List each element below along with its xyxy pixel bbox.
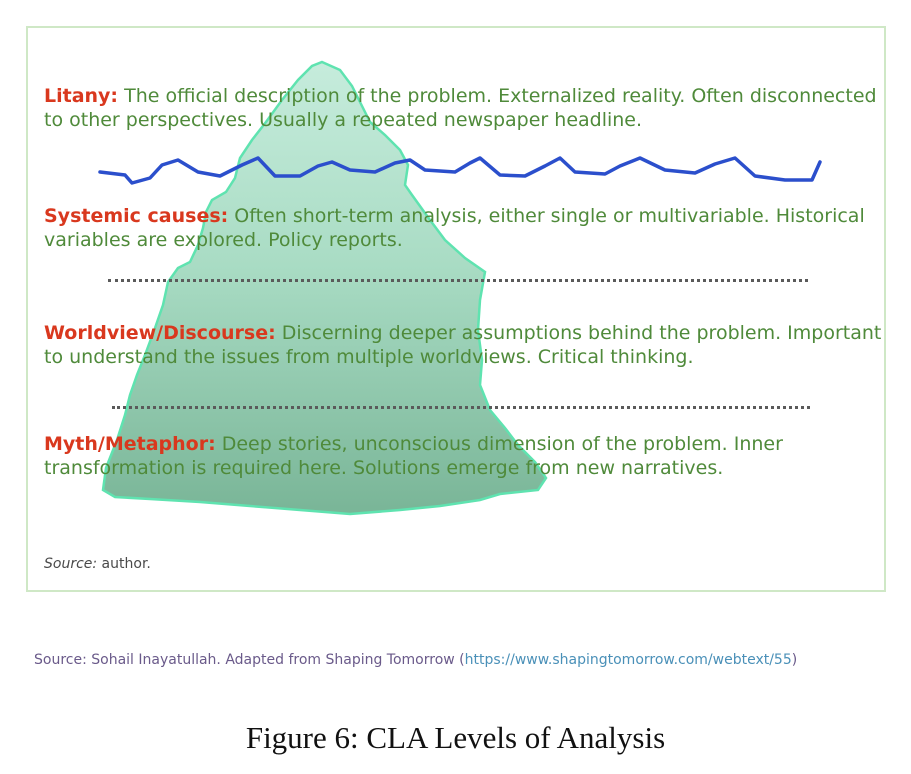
figure-caption: Figure 6: CLA Levels of Analysis	[245, 720, 666, 755]
dotted-divider	[108, 279, 808, 282]
source-value: author.	[97, 556, 151, 572]
source-label: Source:	[44, 556, 98, 572]
layer-description: Often short-term analysis, either single…	[44, 205, 865, 251]
layer-description: The official description of the problem.…	[44, 85, 877, 131]
layer-heading: Myth/Metaphor:	[44, 433, 216, 455]
layer-heading: Litany:	[44, 85, 119, 107]
layer-heading: Worldview/Discourse:	[44, 322, 276, 344]
layer-heading: Systemic causes:	[44, 205, 229, 227]
attribution-link[interactable]: https://www.shapingtomorrow.com/webtext/…	[464, 652, 792, 668]
layer-systemic-causes: Systemic causes: Often short-term analys…	[44, 204, 884, 252]
attribution-line: Source: Sohail Inayatullah. Adapted from…	[34, 652, 797, 668]
attribution-close: )	[791, 652, 798, 668]
layer-litany: Litany: The official description of the …	[44, 84, 884, 132]
attribution-text: Source: Sohail Inayatullah. Adapted from…	[34, 652, 465, 668]
layer-description: Discerning deeper assumptions behind the…	[44, 322, 882, 368]
layer-description: Deep stories, unconscious dimension of t…	[44, 433, 783, 479]
layer-myth-metaphor: Myth/Metaphor: Deep stories, unconscious…	[44, 432, 884, 480]
layer-worldview-discourse: Worldview/Discourse: Discerning deeper a…	[44, 321, 884, 369]
diagram-source: Source: author.	[44, 556, 151, 572]
dotted-divider	[112, 406, 810, 409]
